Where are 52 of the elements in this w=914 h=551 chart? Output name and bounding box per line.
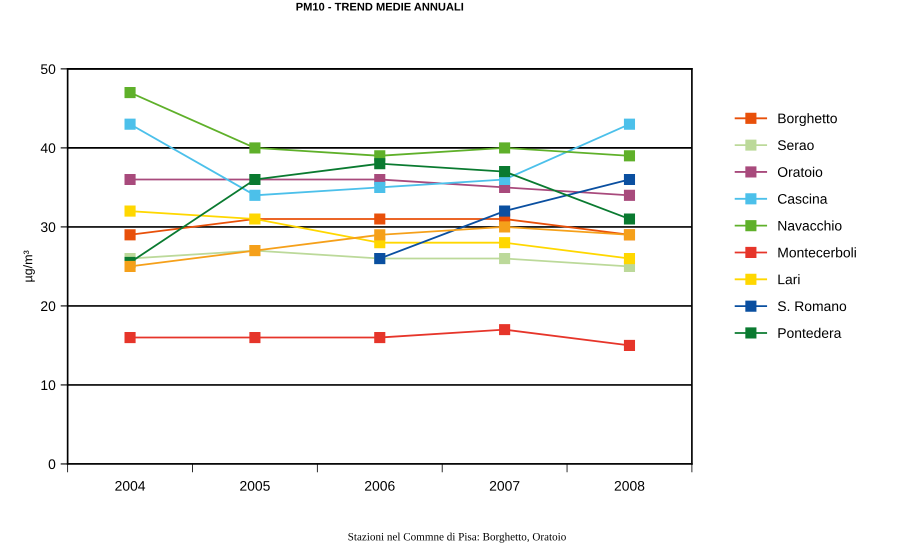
y-tick-label: 40 [40,143,56,154]
point [124,87,136,98]
x-tick-label: 2007 [490,480,520,491]
y-tick-label: 50 [40,64,56,74]
legend-label: Navacchio [778,220,842,231]
text: Stazioni nel Commne di Pisa: Borghetto, Oratoio [348,532,566,543]
y-tick-label: 20 [41,301,56,312]
point [624,213,636,225]
point [249,190,260,201]
legend-label: Cascina [778,194,828,204]
point [499,206,510,217]
point [124,229,136,240]
point [624,174,636,186]
point [624,340,636,351]
point [374,332,386,344]
point [374,158,386,170]
point [499,221,510,232]
point [624,118,636,130]
point [124,332,136,344]
point [624,190,636,201]
y-tick-label: 10 [41,380,56,390]
point [124,206,136,217]
x-tick-label: 2004 [115,480,146,491]
point [124,260,136,272]
point [249,332,260,344]
legend-label: Pontedera [778,328,842,338]
point [374,229,386,240]
y-tick-label: 30 [40,222,56,232]
y-axis-title: µg/m³ [23,250,35,282]
point [499,252,510,264]
x-tick-label: 2005 [240,480,270,491]
point [624,252,636,264]
legend-label: Oratoio [778,166,822,177]
point [124,118,136,130]
y-tick-label: 0 [48,459,56,470]
point [124,174,136,186]
point [374,182,386,193]
legend-label: Lari [778,274,800,284]
point [499,324,510,336]
point [624,150,636,162]
point [499,237,510,248]
legend-label: Montecerboli [778,247,856,258]
point [374,213,386,225]
point [499,142,510,154]
legend-label: Borghetto [778,113,837,126]
chart-title: PM10 - TREND MEDIE ANNUALI [296,2,464,11]
x-tick-label: 2008 [614,480,644,491]
point [499,166,510,178]
x-tick-label: 2006 [365,480,395,491]
legend-label: S. Romano [778,301,846,312]
legend-label: Serao [778,140,814,150]
point [249,142,260,154]
